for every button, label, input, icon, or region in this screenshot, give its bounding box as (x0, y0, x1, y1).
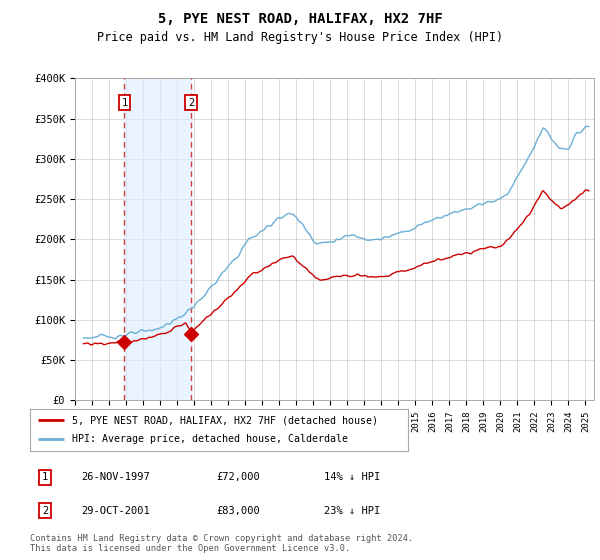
Point (119, 338, 129, 347)
Text: 14% ↓ HPI: 14% ↓ HPI (324, 472, 380, 482)
Text: 2: 2 (42, 506, 48, 516)
Text: 26-NOV-1997: 26-NOV-1997 (81, 472, 150, 482)
Text: £83,000: £83,000 (216, 506, 260, 516)
Text: 29-OCT-2001: 29-OCT-2001 (81, 506, 150, 516)
Text: Price paid vs. HM Land Registry's House Price Index (HPI): Price paid vs. HM Land Registry's House … (97, 31, 503, 44)
Point (187, 329, 196, 338)
Text: 2: 2 (188, 97, 194, 108)
Text: £72,000: £72,000 (216, 472, 260, 482)
Text: HPI: Average price, detached house, Calderdale: HPI: Average price, detached house, Cald… (71, 435, 347, 445)
Text: 1: 1 (42, 472, 48, 482)
Text: 1: 1 (121, 97, 127, 108)
Text: 23% ↓ HPI: 23% ↓ HPI (324, 506, 380, 516)
Text: Contains HM Land Registry data © Crown copyright and database right 2024.
This d: Contains HM Land Registry data © Crown c… (30, 534, 413, 553)
Text: 5, PYE NEST ROAD, HALIFAX, HX2 7HF (detached house): 5, PYE NEST ROAD, HALIFAX, HX2 7HF (deta… (71, 415, 377, 425)
Text: 5, PYE NEST ROAD, HALIFAX, HX2 7HF: 5, PYE NEST ROAD, HALIFAX, HX2 7HF (158, 12, 442, 26)
Bar (124, 78, 191, 400)
